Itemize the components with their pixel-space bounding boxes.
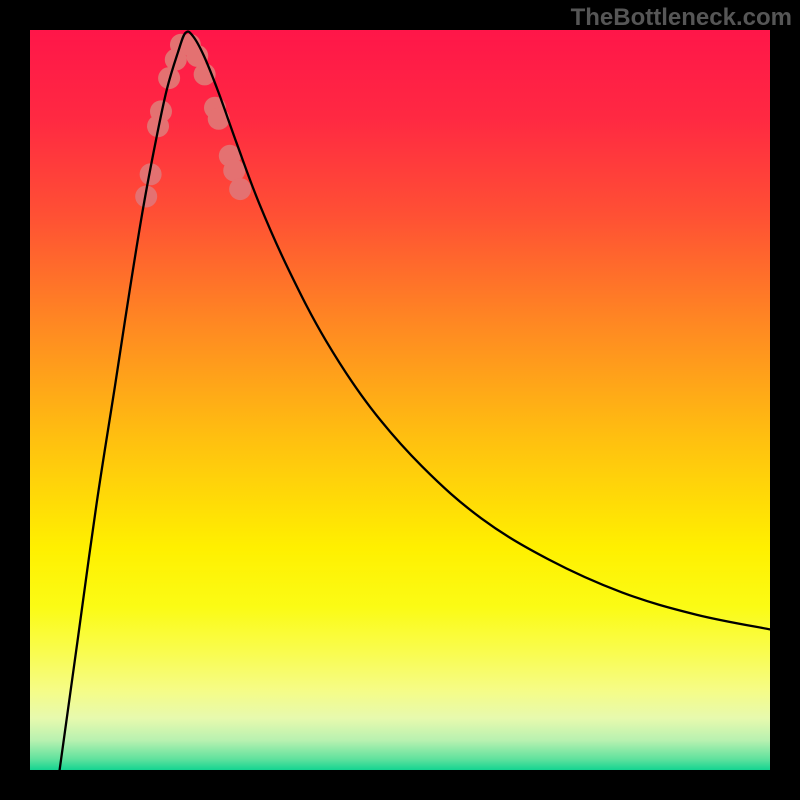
chart-root: TheBottleneck.com [0,0,800,800]
watermark-text: TheBottleneck.com [571,4,792,32]
sample-marker [229,178,251,200]
bottleneck-chart [30,30,770,770]
